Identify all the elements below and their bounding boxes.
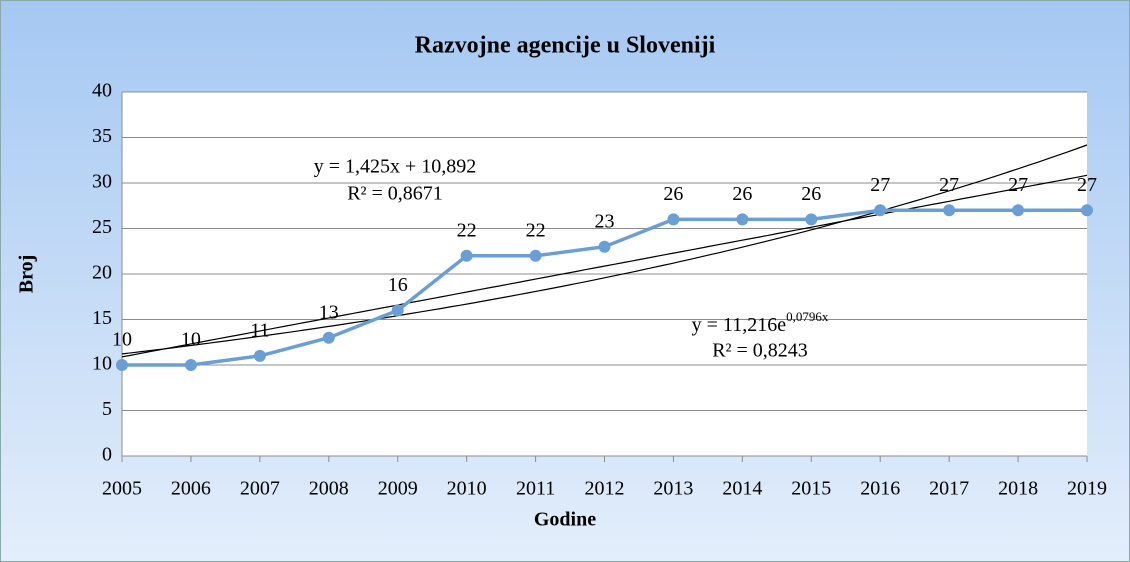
y-tick-label: 5 xyxy=(102,398,112,420)
data-point xyxy=(184,359,197,371)
data-point xyxy=(598,240,611,253)
trendline-equation: y = 11,216e0,0796x xyxy=(692,309,829,336)
data-point xyxy=(322,331,335,344)
chart-title: Razvojne agencije u Sloveniji xyxy=(415,33,716,59)
data-label: 22 xyxy=(526,219,546,241)
trendline-equation: y = 1,425x + 10,892 xyxy=(314,156,477,178)
x-tick-label: 2015 xyxy=(791,478,831,500)
data-label: 26 xyxy=(663,183,683,205)
y-tick-label: 25 xyxy=(92,216,112,238)
y-tick-label: 35 xyxy=(92,125,112,147)
y-tick-label: 30 xyxy=(92,171,112,193)
data-point xyxy=(529,249,542,262)
y-tick-label: 10 xyxy=(92,353,112,375)
y-tick-label: 20 xyxy=(92,262,112,284)
trendline xyxy=(121,144,1088,355)
data-label: 16 xyxy=(388,274,408,296)
data-point xyxy=(1081,204,1093,217)
data-point xyxy=(736,213,749,226)
data-point xyxy=(943,204,956,217)
x-tick-label: 2018 xyxy=(998,478,1038,500)
trendline-r2: R² = 0,8671 xyxy=(347,183,443,205)
y-tick-label: 40 xyxy=(92,80,112,102)
data-label: 11 xyxy=(250,319,269,341)
data-label: 26 xyxy=(801,183,821,205)
trendline xyxy=(121,174,1088,358)
trendline-r2: R² = 0,8243 xyxy=(712,340,808,362)
equation-exponent: 0,0796x xyxy=(786,309,829,324)
data-label: 23 xyxy=(595,210,615,232)
y-tick-label: 0 xyxy=(102,444,112,466)
y-tick-label: 15 xyxy=(92,307,112,329)
x-tick-label: 2006 xyxy=(171,478,211,500)
x-tick-label: 2017 xyxy=(929,478,969,500)
data-label: 27 xyxy=(1008,174,1028,196)
data-point xyxy=(460,249,473,262)
x-axis-label: Godine xyxy=(534,509,596,531)
x-tick-label: 2011 xyxy=(516,478,555,500)
data-label: 26 xyxy=(732,183,752,205)
data-label: 27 xyxy=(1077,174,1097,196)
x-tick-label: 2016 xyxy=(860,478,900,500)
data-label: 10 xyxy=(181,329,201,351)
data-point xyxy=(253,349,266,362)
x-tick-label: 2019 xyxy=(1067,478,1107,500)
data-label: 10 xyxy=(112,329,132,351)
x-tick-label: 2014 xyxy=(722,478,762,500)
data-point xyxy=(805,213,818,226)
data-label: 27 xyxy=(870,174,890,196)
data-label: 27 xyxy=(939,174,959,196)
data-point xyxy=(874,204,887,217)
x-tick-label: 2010 xyxy=(447,478,487,500)
x-tick-label: 2007 xyxy=(240,478,280,500)
data-point xyxy=(116,359,128,371)
x-tick-label: 2005 xyxy=(102,478,142,500)
equation-base: y = 11,216e xyxy=(692,314,787,336)
x-tick-label: 2013 xyxy=(653,478,693,500)
data-point xyxy=(1012,204,1025,217)
data-point xyxy=(391,304,404,317)
data-point xyxy=(667,213,680,226)
x-tick-label: 2009 xyxy=(378,478,418,500)
y-axis-label: Broj xyxy=(16,255,38,294)
data-label: 22 xyxy=(457,219,477,241)
x-tick-label: 2008 xyxy=(309,478,349,500)
x-tick-label: 2012 xyxy=(585,478,625,500)
data-label: 13 xyxy=(319,301,339,323)
